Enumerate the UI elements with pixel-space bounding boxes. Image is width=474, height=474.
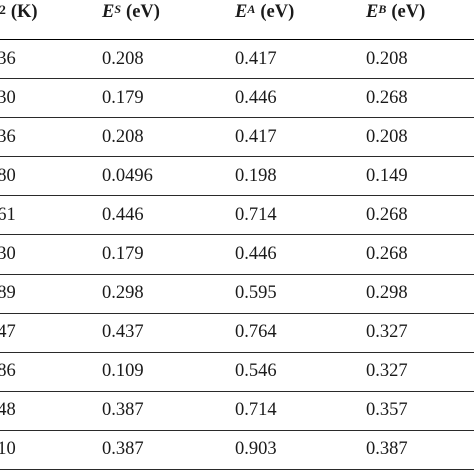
table-cell-eb: 0.208 [366,48,408,69]
table-cell-eb: 0.298 [366,283,408,304]
table-cell-t2: 530 [0,87,16,108]
table-row: 647 0.437 0.764 0.327 [0,314,474,353]
table-row: 436 0.208 0.417 0.208 [0,40,474,80]
table-cell-eb: 0.357 [366,400,408,421]
header-eb: E B (eV) [366,0,425,41]
table-cell-ea: 0.417 [235,126,277,147]
table-cell-es: 0.208 [102,126,144,147]
table-cell-t2: 810 [0,439,16,460]
header-t2: T2(K) [0,0,38,41]
table-cell-t2: 561 [0,204,16,225]
table-cell-eb: 0.208 [366,126,408,147]
table-cell-eb: 0.268 [366,244,408,265]
table-cell-ea: 0.714 [235,204,277,225]
table-cell-ea: 0.903 [235,439,277,460]
table-cell-eb: 0.268 [366,87,408,108]
header-t2-subscript: 2 [0,2,6,17]
table-row: 561 0.446 0.714 0.268 [0,196,474,236]
table-cell-eb: 0.149 [366,165,408,186]
table-cell-ea: 0.764 [235,322,277,343]
table-cell-eb: 0.387 [366,439,408,460]
table-cell-es: 0.208 [102,48,144,69]
table-cell-ea: 0.595 [235,283,277,304]
table-cell-t2: 530 [0,244,16,265]
header-es-symbol: E [102,2,115,22]
header-ea: E A (eV) [235,0,294,41]
table-cell-es: 0.109 [102,361,144,382]
table-row: 686 0.109 0.546 0.327 [0,353,474,392]
header-ea-subscript: A [247,2,256,16]
table-body: 436 0.208 0.417 0.208 530 0.179 0.446 0.268 436 0… [0,40,474,471]
table-cell-ea: 0.446 [235,87,277,108]
table-cell-ea: 0.198 [235,165,277,186]
table-row: 530 0.179 0.446 0.268 [0,79,474,119]
table-cell-ea: 0.446 [235,244,277,265]
table-row: 810 0.387 0.903 0.387 [0,431,474,471]
header-es-subscript: S [114,2,122,16]
table-cell-es: 0.446 [102,204,144,225]
table-row: 748 0.387 0.714 0.357 [0,392,474,431]
table-cell-es: 0.179 [102,244,144,265]
header-ea-unit: (eV) [260,2,295,22]
table-cell-t2: 589 [0,283,16,304]
header-ea-symbol: E [235,2,248,22]
table-cell-eb: 0.327 [366,322,408,343]
table-cell-t2: 647 [0,322,16,343]
header-t2-unit: (K) [10,2,38,22]
table-cell-es: 0.387 [102,439,144,460]
table-header-row: T2(K) ES(eV) EA(eV) EB(eV) [0,0,474,40]
header-eb-unit: (eV) [391,2,426,22]
table-row: 530 0.179 0.446 0.268 [0,235,474,275]
table-cell-ea: 0.546 [235,361,277,382]
table-cell-ea: 0.714 [235,400,277,421]
table-cell-t2: 380 [0,165,16,186]
table-row: 589 0.298 0.595 0.298 [0,275,474,314]
table-cell-eb: 0.268 [366,204,408,225]
table-cell-es: 0.0496 [102,165,153,186]
table-cell-es: 0.298 [102,283,144,304]
table-cell-es: 0.387 [102,400,144,421]
table-row: 436 0.208 0.417 0.208 [0,118,474,158]
header-eb-symbol: E [366,2,379,22]
header-es-unit: (eV) [126,2,160,22]
table-cell-ea: 0.417 [235,48,277,69]
table-cell-t2: 686 [0,361,16,382]
table-cell-t2: 436 [0,126,16,147]
header-eb-subscript: B [378,2,387,16]
table-cell-t2: 436 [0,48,16,69]
table-cell-t2: 748 [0,400,16,421]
table-row: 380 0.0496 0.198 0.149 [0,157,474,197]
table-cell-es: 0.179 [102,87,144,108]
table-cell-es: 0.437 [102,322,144,343]
header-es: E S (eV) [102,0,160,41]
table-cell-eb: 0.327 [366,361,408,382]
